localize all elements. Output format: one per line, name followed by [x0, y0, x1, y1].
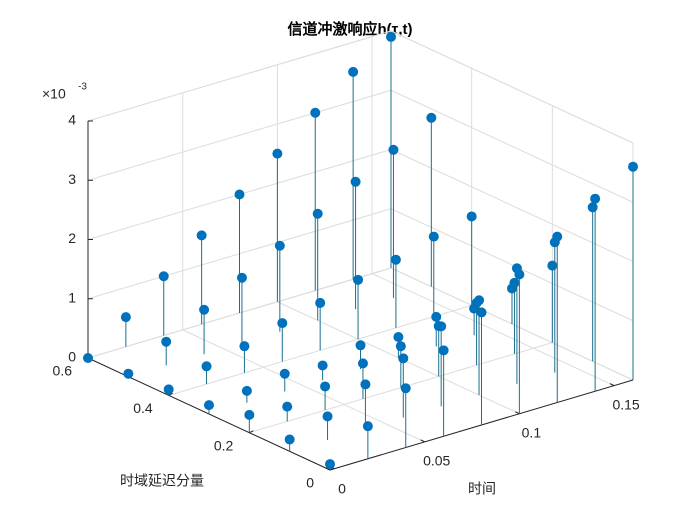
- z-tick-label: 1: [68, 289, 76, 305]
- stem-marker: [428, 231, 439, 242]
- stem-marker: [315, 297, 326, 308]
- stem-marker: [123, 368, 134, 379]
- y-axis-label: 时域延迟分量: [120, 473, 204, 489]
- stem-marker: [310, 107, 321, 118]
- stem-marker: [284, 434, 295, 445]
- stem-marker: [355, 340, 366, 351]
- stem-marker: [312, 208, 323, 219]
- x-tick-label: 0: [338, 481, 346, 497]
- z-exponent: -3: [78, 82, 87, 93]
- stem-marker: [320, 381, 331, 392]
- y-tick-label: 0: [306, 475, 314, 491]
- x-tick: [325, 467, 331, 471]
- y-tick-label: 0.4: [133, 400, 153, 416]
- grid-line: [87, 30, 392, 122]
- stem-marker: [552, 231, 563, 242]
- z-tick-label: 0: [68, 349, 76, 365]
- stem-marker: [241, 385, 252, 396]
- grid-line: [390, 30, 634, 144]
- stem-marker: [388, 144, 399, 155]
- grid-line: [182, 329, 425, 443]
- stem-marker: [234, 189, 245, 200]
- stem-marker: [317, 360, 328, 371]
- z-multiplier: ×10: [42, 86, 66, 102]
- stem-marker: [282, 401, 293, 412]
- stem-marker: [279, 368, 290, 379]
- stem-marker: [400, 383, 411, 394]
- z-tick-label: 2: [68, 230, 76, 246]
- stem-marker: [277, 318, 288, 329]
- stem-marker: [514, 269, 525, 280]
- stem-marker: [348, 66, 359, 77]
- stem-marker: [163, 384, 174, 395]
- y-tick-label: 0.6: [53, 363, 73, 379]
- stem-marker: [431, 311, 442, 322]
- stem-marker: [547, 260, 558, 271]
- x-tick-label: 0.1: [522, 424, 542, 440]
- stem-marker: [628, 161, 638, 172]
- grid-line: [390, 89, 634, 203]
- stem-marker: [120, 312, 131, 323]
- stem-marker: [272, 148, 283, 159]
- stem-marker: [587, 202, 598, 213]
- grid-line: [87, 89, 392, 181]
- stem-marker: [161, 336, 172, 347]
- x-axis-label: 时间: [468, 481, 496, 497]
- x-tick-label: 0.05: [423, 453, 450, 469]
- grid-line: [371, 273, 615, 387]
- stem-marker: [350, 176, 361, 187]
- stem-marker: [325, 459, 335, 470]
- stem-marker: [476, 307, 487, 318]
- z-tick-label: 3: [68, 171, 76, 187]
- stem-marker: [274, 240, 285, 251]
- stem-marker: [196, 230, 207, 241]
- stem-marker: [199, 304, 210, 315]
- stem-marker: [398, 353, 409, 364]
- x-tick: [609, 383, 615, 387]
- stem-marker: [239, 341, 250, 352]
- stem-marker: [474, 295, 485, 306]
- y-tick-label: 0.2: [214, 437, 234, 453]
- x-tick: [420, 439, 425, 443]
- stem-marker: [466, 211, 477, 222]
- stem-marker: [362, 421, 373, 432]
- z-tick-label: 4: [68, 112, 76, 128]
- stem-marker: [158, 271, 169, 282]
- stem-marker: [322, 411, 333, 422]
- stem-marker: [426, 112, 437, 123]
- stem-marker: [204, 400, 214, 411]
- y-tick: [249, 430, 254, 434]
- stem-marker: [236, 272, 247, 283]
- stem-marker: [357, 358, 368, 369]
- stem-marker: [244, 409, 255, 420]
- stem-marker: [393, 332, 404, 343]
- stem-marker: [386, 31, 396, 42]
- stem-marker: [590, 193, 601, 204]
- x-tick-label: 0.15: [612, 396, 639, 412]
- x-tick: [515, 411, 520, 415]
- y-tick: [329, 467, 335, 471]
- stem-marker: [83, 353, 93, 363]
- stem-marker: [353, 274, 364, 285]
- stem-marker: [201, 361, 212, 372]
- stem-marker: [360, 379, 371, 390]
- stem-marker: [438, 345, 449, 356]
- stem-marker: [390, 254, 401, 265]
- stem-marker: [436, 321, 447, 332]
- stem-marker: [509, 277, 520, 288]
- stem-marker: [395, 341, 406, 352]
- y-tick: [168, 392, 173, 396]
